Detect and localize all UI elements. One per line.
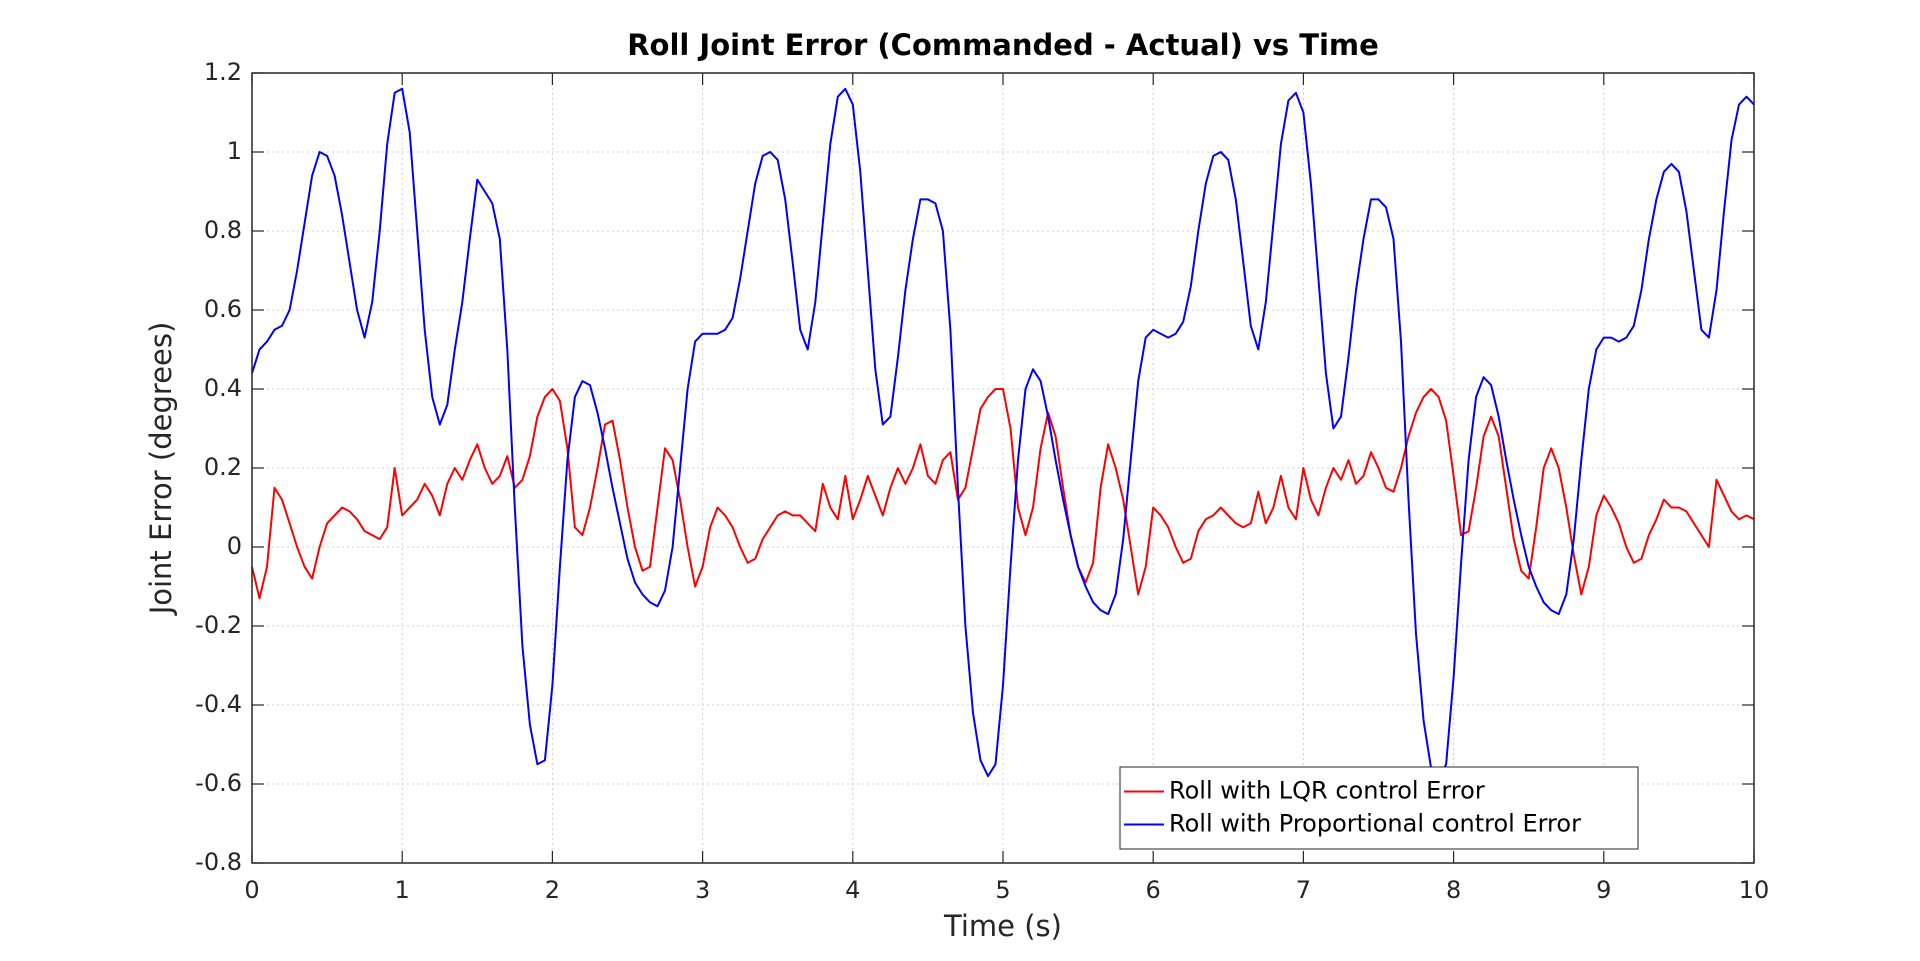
legend-label: Roll with Proportional control Error [1169,810,1581,838]
x-tick-label: 3 [695,876,710,904]
y-tick-label: 0.6 [204,295,242,323]
y-tick-label: -0.6 [195,769,242,797]
x-tick-label: 8 [1446,876,1461,904]
x-tick-label: 6 [1146,876,1161,904]
x-tick-label: 2 [545,876,560,904]
data-line [251,87,1755,781]
y-tick-label: -0.2 [195,611,242,639]
x-tick-label: 4 [845,876,860,904]
y-tick-label: 1.2 [204,58,242,86]
legend-label: Roll with LQR control Error [1169,777,1485,805]
x-tick-label: 7 [1296,876,1311,904]
x-tick-label: 1 [395,876,410,904]
legend-box [1119,766,1639,850]
legend: Roll with LQR control Error Roll with Pro… [1119,766,1639,850]
y-axis-label: Joint Error (degrees) [144,322,178,617]
y-tick-label: 0.2 [204,453,242,481]
chart-title: Roll Joint Error (Commanded - Actual) vs… [627,28,1379,62]
y-tick-label: -0.8 [195,848,242,876]
y-tick-label: 1 [227,137,242,165]
x-tick-label: 0 [244,876,259,904]
x-tick-label: 5 [995,876,1010,904]
data-line [251,388,1755,600]
x-tick-label: 10 [1739,876,1770,904]
plot-area [251,87,1755,781]
y-tick-label: 0.4 [204,374,242,402]
y-tick-label: -0.4 [195,690,242,718]
x-axis-label: Time (s) [943,909,1062,943]
axes-box [251,72,1755,864]
x-tick-label: 9 [1596,876,1611,904]
y-tick-label: 0 [227,532,242,560]
y-tick-label: 0.8 [204,216,242,244]
